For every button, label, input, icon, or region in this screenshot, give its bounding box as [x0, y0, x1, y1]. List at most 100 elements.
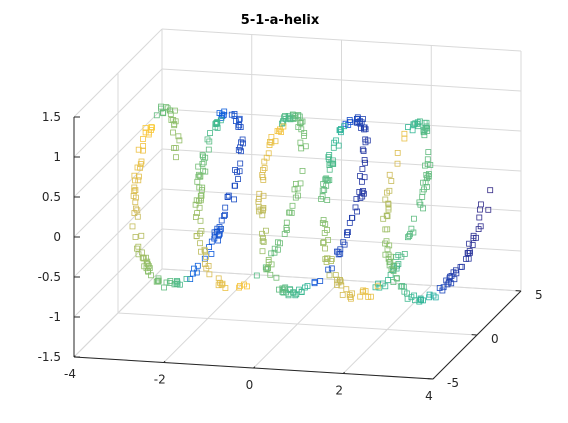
- scatter-point: [276, 128, 282, 135]
- grid-line: [73, 68, 163, 158]
- z-tick-label: 1.5: [42, 110, 61, 124]
- scatter-point: [357, 194, 364, 201]
- scatter-point: [485, 206, 492, 213]
- scatter-point: [134, 213, 141, 220]
- scatter-point: [154, 277, 161, 284]
- scatter-point: [353, 116, 360, 122]
- scatter-point: [320, 180, 327, 187]
- scatter-point: [176, 137, 183, 144]
- scatter-point: [129, 223, 136, 230]
- grid-line: [73, 28, 163, 118]
- scatter-point: [412, 120, 419, 127]
- scatter-point: [345, 122, 352, 128]
- grid-line: [161, 68, 522, 92]
- scatter-point: [330, 144, 337, 151]
- scatter-point: [201, 246, 208, 253]
- scatter-point: [365, 294, 372, 300]
- scatter-point: [145, 268, 152, 275]
- scatter-point: [390, 279, 397, 286]
- x-tick-mark: [253, 366, 256, 369]
- scatter-point: [404, 295, 411, 302]
- scatter-point: [359, 193, 366, 200]
- scatter-point: [445, 279, 452, 286]
- scatter-point: [215, 237, 222, 244]
- scatter-point: [138, 249, 145, 256]
- scatter-point: [255, 196, 262, 202]
- scatter-point: [259, 248, 266, 255]
- scatter-point: [336, 277, 343, 283]
- scatter-point: [358, 119, 365, 126]
- x-tick-label: 4: [425, 389, 433, 403]
- y-tick-label: 5: [535, 288, 543, 302]
- scatter-point: [382, 283, 389, 290]
- scatter-point: [323, 255, 330, 262]
- scatter-point: [469, 242, 476, 248]
- scatter-point: [148, 124, 155, 130]
- scatter-point: [132, 205, 139, 212]
- scatter-point: [137, 161, 144, 168]
- scatter-point: [353, 196, 360, 203]
- z-tick-label: -0.5: [38, 270, 61, 284]
- scatter-point: [236, 168, 243, 175]
- scatter-points: [129, 103, 494, 305]
- scatter-point: [265, 264, 272, 271]
- scatter-point: [141, 263, 148, 270]
- scatter-point: [328, 265, 335, 272]
- scatter-point: [134, 164, 141, 171]
- scatter-point: [346, 219, 353, 226]
- scatter-point: [280, 119, 287, 126]
- scatter-point: [153, 112, 160, 119]
- scatter-point: [208, 238, 215, 245]
- scatter-point: [168, 117, 175, 123]
- scatter-point: [354, 119, 361, 126]
- scatter-point: [422, 179, 429, 186]
- scatter-point: [476, 206, 483, 213]
- axes-box: [73, 116, 522, 380]
- scatter-point: [161, 284, 168, 291]
- scatter-point: [164, 105, 171, 112]
- scatter-point: [216, 224, 223, 231]
- scatter-point: [202, 261, 208, 267]
- scatter-point: [417, 201, 424, 208]
- scatter-point: [323, 177, 330, 184]
- scatter-point: [294, 185, 301, 192]
- x-tick-label: 0: [246, 378, 254, 392]
- scatter-point: [292, 194, 299, 201]
- scatter-point: [272, 138, 279, 145]
- scatter-point: [386, 171, 393, 178]
- scatter-point: [216, 110, 223, 116]
- scatter-point: [408, 225, 415, 232]
- scatter-point: [352, 204, 359, 211]
- scatter-point: [135, 251, 142, 258]
- scatter-point: [283, 225, 290, 232]
- scatter-point: [451, 276, 458, 283]
- tick-labels: -4 -2 0 2 4 -5 0 5 -1.5 -1 -0.5 0 0.5 1 1.5: [38, 110, 543, 403]
- scatter-point: [222, 204, 229, 211]
- scatter-point: [175, 133, 182, 140]
- scatter-point: [329, 157, 336, 164]
- scatter-point: [333, 276, 340, 283]
- scatter-point: [354, 208, 361, 215]
- scatter-point: [466, 240, 473, 247]
- scatter-point: [224, 194, 231, 201]
- scatter-point: [403, 290, 410, 297]
- scatter-point: [388, 178, 395, 184]
- y-tick-label: -5: [447, 376, 459, 390]
- scatter-point: [410, 215, 417, 222]
- scatter-point: [173, 154, 179, 161]
- scatter-point: [200, 167, 207, 174]
- scatter-point: [423, 119, 430, 126]
- scatter-point: [301, 129, 308, 136]
- scatter-point: [385, 201, 392, 208]
- scatter-point: [135, 146, 142, 153]
- scatter-point: [236, 122, 243, 129]
- scatter-point: [205, 146, 212, 153]
- scatter-point: [253, 272, 260, 279]
- scatter-point: [172, 118, 179, 125]
- scatter-point: [395, 252, 402, 259]
- scatter-point: [382, 251, 389, 258]
- scatter-point: [173, 280, 180, 287]
- scatter-point: [440, 284, 447, 291]
- scatter-point: [397, 283, 404, 290]
- scatter-point: [387, 259, 394, 266]
